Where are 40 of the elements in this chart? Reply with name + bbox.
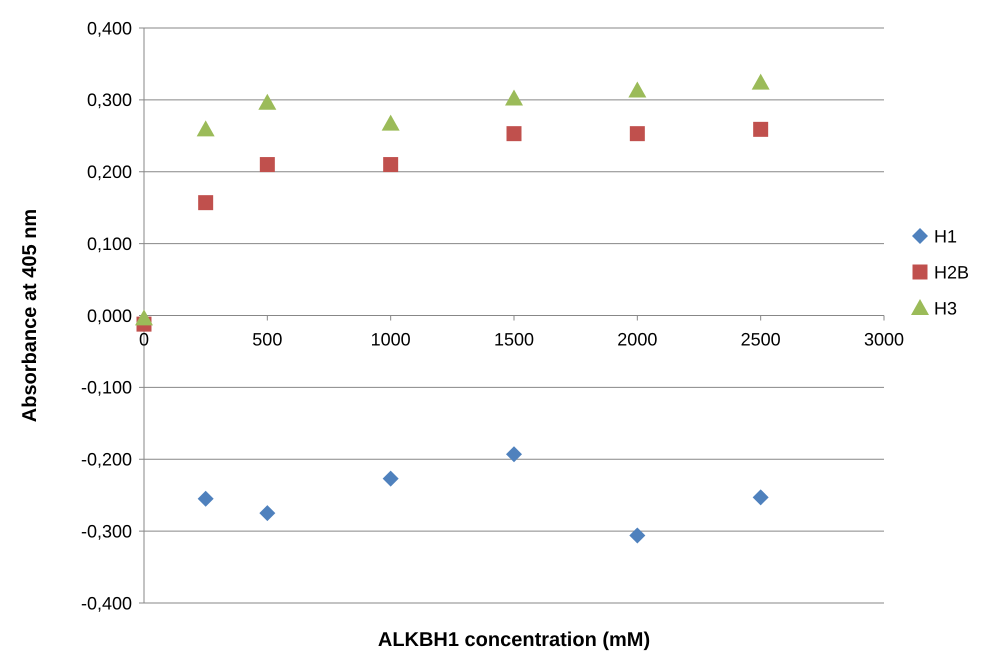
y-tick-label: 0,300: [86, 90, 132, 110]
y-tick-label: -0,400: [80, 593, 132, 614]
y-tick-label: 0,000: [86, 306, 132, 326]
y-tick-label: -0,100: [80, 378, 132, 398]
point: [630, 126, 645, 142]
point: [505, 89, 523, 106]
point: [198, 195, 214, 210]
point: [753, 122, 768, 137]
x-tick-label: 2500: [740, 330, 781, 350]
y-tick-label: -0,200: [80, 450, 132, 470]
point: [628, 82, 646, 98]
point: [752, 489, 769, 506]
point: [196, 120, 215, 136]
y-tick-label: 0,200: [86, 162, 132, 182]
x-tick-label: 1500: [494, 330, 534, 350]
point: [752, 74, 770, 90]
x-tick-label: 500: [252, 330, 282, 350]
legend-label: H1: [934, 226, 958, 246]
y-axis-title: Absorbance at 405 nm: [19, 208, 41, 422]
x-axis-title: ALKBH1 concentration (mM): [378, 629, 650, 651]
point: [506, 126, 522, 142]
point: [260, 157, 275, 172]
point: [135, 309, 153, 326]
x-tick-label: 3000: [864, 330, 904, 350]
y-tick-label: 0,400: [86, 18, 132, 38]
point: [382, 114, 400, 131]
legend-label: H3: [934, 298, 958, 318]
y-tick-label: 0,100: [86, 234, 132, 254]
point: [382, 470, 399, 487]
point: [258, 94, 276, 110]
point: [383, 157, 398, 172]
point: [198, 490, 214, 507]
legend-label: H2B: [934, 262, 970, 282]
x-tick-label: 1000: [370, 330, 411, 350]
point: [259, 505, 276, 522]
y-tick-label: -0,300: [80, 521, 132, 542]
x-tick-label: 2000: [617, 330, 658, 350]
point: [506, 446, 522, 462]
point: [629, 527, 646, 544]
x-tick-label: 0: [138, 330, 150, 350]
